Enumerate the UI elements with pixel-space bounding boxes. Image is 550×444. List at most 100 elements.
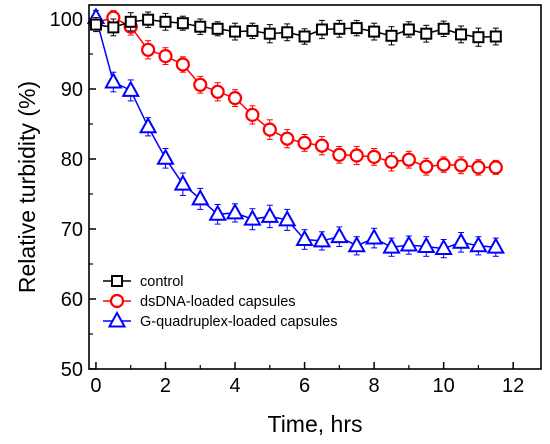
data-point [420, 27, 433, 40]
legend-entry: control [103, 274, 184, 290]
series-line [95, 18, 496, 38]
data-point [399, 234, 419, 252]
data-point [451, 232, 471, 249]
legend-entry: dsDNA-loaded capsules [103, 293, 296, 310]
data-point [246, 24, 259, 37]
data-point [260, 206, 279, 223]
data-point [315, 23, 328, 36]
data-point [401, 152, 416, 167]
data-point [107, 21, 120, 34]
data-point [368, 25, 381, 38]
data-point [227, 90, 243, 106]
data-point [486, 237, 505, 254]
data-point [314, 138, 330, 153]
data-point [208, 204, 227, 221]
data-point [488, 160, 503, 175]
y-tick-label: 90 [61, 79, 83, 101]
data-point [472, 31, 485, 44]
data-point [455, 28, 468, 41]
x-tick-label: 0 [90, 375, 101, 397]
data-point [138, 116, 158, 134]
data-point [298, 30, 311, 43]
data-point [243, 209, 262, 226]
y-tick-label: 70 [61, 219, 83, 241]
data-point [453, 158, 469, 173]
data-point [225, 202, 245, 220]
data-point [436, 157, 451, 172]
data-point [330, 226, 349, 244]
data-point [364, 227, 384, 245]
data-point [156, 148, 175, 165]
data-point [210, 84, 225, 99]
y-tick-label: 50 [61, 359, 83, 381]
y-tick-label: 80 [61, 149, 83, 171]
legend-marker [107, 310, 127, 328]
data-point [173, 174, 193, 191]
series-3 [86, 7, 505, 259]
data-point [333, 22, 346, 35]
data-point [419, 159, 434, 174]
legend-marker [109, 293, 125, 309]
data-point [281, 26, 294, 39]
data-point [417, 236, 436, 253]
data-point [437, 22, 450, 35]
y-axis-label: Relative turbidity (%) [14, 81, 40, 293]
data-point [297, 135, 312, 150]
y-tick-label: 60 [61, 289, 83, 311]
x-tick-label: 8 [369, 375, 380, 397]
data-point [312, 230, 332, 248]
legend-label: G-quadruplex-loaded capsules [140, 314, 338, 330]
plot-frame [88, 4, 542, 370]
legend-entry: G-quadruplex-loaded capsules [103, 310, 338, 330]
data-point [245, 107, 260, 123]
data-point [349, 148, 364, 163]
data-point [471, 160, 486, 175]
x-tick-label: 4 [229, 375, 240, 397]
data-point [385, 29, 398, 42]
data-point [176, 17, 189, 30]
legend-marker [111, 275, 123, 287]
data-point [280, 131, 295, 146]
tick-labels: 0 2 4 6 8 10 12 50 60 70 80 90 100 [50, 9, 525, 397]
data-point [104, 71, 123, 89]
x-tick-label: 2 [160, 375, 171, 397]
data-point [121, 80, 140, 97]
data-point [211, 22, 224, 35]
data-point [367, 149, 382, 164]
data-point [142, 13, 155, 26]
data-point [194, 20, 207, 33]
legend-label: control [140, 274, 184, 290]
data-point [262, 122, 277, 137]
data-point [89, 18, 102, 31]
data-point [469, 235, 488, 253]
data-point [193, 77, 208, 92]
x-tick-label: 6 [299, 375, 310, 397]
series-2 [88, 10, 503, 176]
data-point [175, 57, 190, 72]
data-point [434, 238, 453, 256]
data-point [489, 30, 502, 43]
data-point [277, 209, 297, 227]
series-line [95, 16, 496, 169]
data-point [402, 23, 415, 36]
legend-label: dsDNA-loaded capsules [140, 294, 296, 310]
data-point [295, 229, 314, 246]
data-point [159, 15, 172, 28]
data-point [347, 235, 366, 253]
data-point [263, 27, 276, 40]
y-tick-label: 100 [50, 9, 83, 31]
legend: control dsDNA-loaded capsules G-quadruplex… [103, 274, 338, 330]
data-point [141, 42, 156, 57]
data-point [384, 154, 399, 169]
x-tick-label: 12 [502, 375, 524, 397]
series-1 [89, 11, 502, 47]
data-point [332, 147, 347, 162]
data-point [229, 25, 242, 38]
x-tick-label: 10 [433, 375, 455, 397]
data-point [124, 15, 137, 28]
data-point [158, 48, 173, 64]
x-axis-label: Time, hrs [268, 411, 363, 437]
data-point [382, 237, 401, 254]
data-point [350, 22, 363, 35]
